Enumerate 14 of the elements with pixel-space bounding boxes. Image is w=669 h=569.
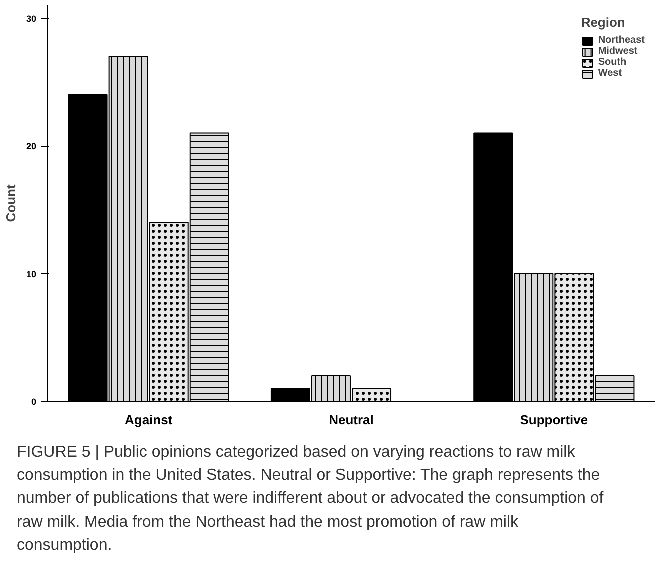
x-tick-label: Supportive [520,412,588,428]
x-tick-label: Neutral [329,412,374,428]
legend-label: West [598,68,622,79]
y-tick-label: 30 [26,14,37,24]
y-tick-label: 10 [26,269,37,280]
y-axis-title: Count [3,184,18,222]
y-tick-label: 0 [31,397,37,407]
x-tick-label: Against [125,412,174,428]
y-tick-label: 20 [26,142,37,152]
legend-label: Midwest [598,46,638,57]
caption: FIGURE 5 | Public opinions categorized based on varying reactions to raw milk consumption in the United States. Neutral or Supportive: The graph represents the number of publications that were indifferent about or advocated the consumption of raw milk. Media from the Northeast had the most promotion of raw milk consumption. [17,443,605,556]
legend-label: South [598,57,627,68]
legend-title: Region [581,15,626,30]
legend-label: Northeast [598,35,645,46]
